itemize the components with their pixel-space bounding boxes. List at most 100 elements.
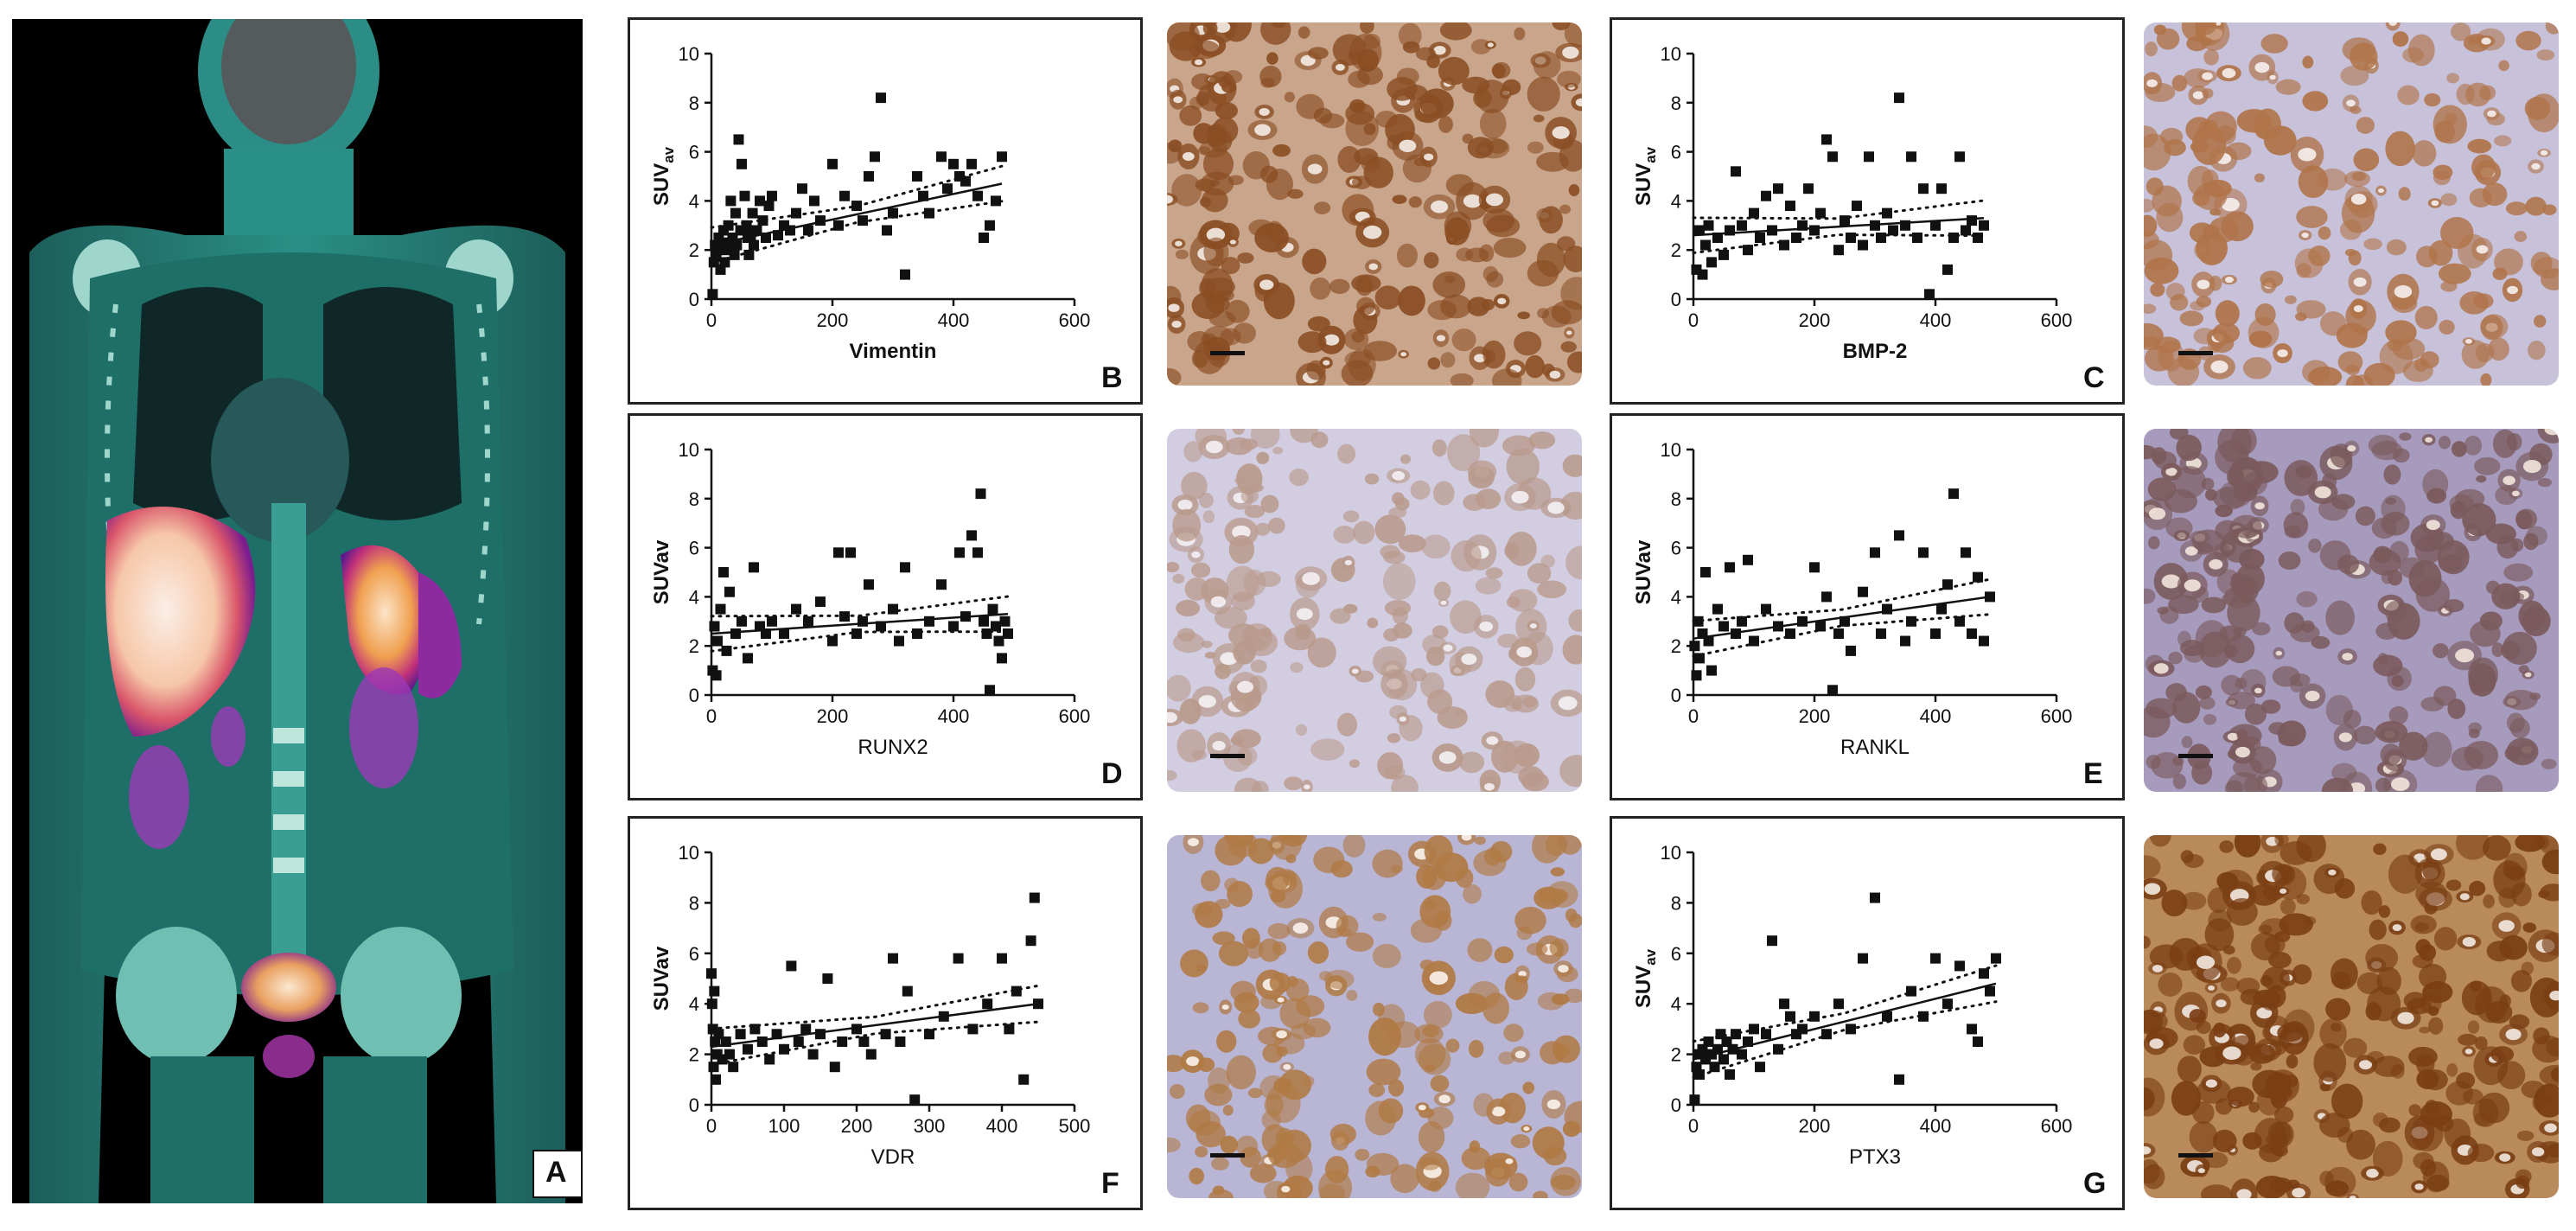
gland-lumen xyxy=(2394,285,2413,298)
stained-cell xyxy=(1563,246,1582,272)
stained-cell xyxy=(2422,1069,2448,1091)
stained-cell xyxy=(1337,443,1356,464)
stained-cell xyxy=(2207,887,2230,914)
gland-lumen xyxy=(1549,370,1561,380)
stained-cell xyxy=(2486,941,2513,962)
stained-cell xyxy=(1237,252,1254,264)
data-point xyxy=(1033,998,1043,1010)
stained-cell xyxy=(2438,436,2452,450)
data-point xyxy=(1985,985,1995,997)
gland-lumen xyxy=(2531,1147,2545,1157)
x-tick-label: 300 xyxy=(914,1115,946,1137)
stained-cell xyxy=(1362,341,1397,361)
stained-cell xyxy=(2202,87,2214,99)
stained-cell xyxy=(1463,494,1486,512)
data-point xyxy=(1979,635,1989,647)
x-tick-label: 400 xyxy=(1920,309,1952,331)
stained-cell xyxy=(2491,642,2504,657)
stained-cell xyxy=(1266,220,1285,242)
gland-lumen xyxy=(1547,501,1565,514)
gland-lumen xyxy=(2507,285,2518,295)
data-point xyxy=(1936,183,1947,195)
stained-cell xyxy=(1224,70,1243,84)
data-point xyxy=(1858,586,1868,597)
stained-cell xyxy=(1218,941,1249,966)
stained-cell xyxy=(2283,512,2309,539)
data-point xyxy=(876,621,886,632)
stained-cell xyxy=(1313,107,1333,124)
stained-cell xyxy=(2250,1062,2262,1071)
stained-cell xyxy=(2203,713,2217,725)
confidence-band-upper xyxy=(710,164,1004,229)
stained-cell xyxy=(1356,297,1375,316)
stained-cell xyxy=(1547,888,1568,904)
stained-cell xyxy=(2223,586,2254,609)
stained-cell xyxy=(2491,583,2521,609)
data-point xyxy=(1693,616,1704,627)
stained-cell xyxy=(1308,47,1329,60)
data-point xyxy=(791,207,801,219)
stained-cell xyxy=(2420,1101,2453,1127)
scale-bar xyxy=(1210,754,1245,758)
data-point xyxy=(736,158,747,169)
stained-cell xyxy=(1450,600,1482,635)
data-point xyxy=(736,616,747,627)
x-tick-label: 500 xyxy=(1059,1115,1091,1137)
confidence-band-lower xyxy=(710,200,1004,265)
stained-cell xyxy=(2209,208,2222,216)
stained-cell xyxy=(2455,835,2490,860)
stained-cell xyxy=(2350,105,2362,114)
stained-cell xyxy=(1302,248,1327,275)
gland-lumen xyxy=(2197,1168,2205,1174)
y-tick-label: 2 xyxy=(689,239,699,261)
stained-cell xyxy=(1195,964,1207,972)
stained-cell xyxy=(1169,1084,1185,1100)
stained-cell xyxy=(2469,880,2486,896)
gland-lumen xyxy=(1368,263,1378,271)
confidence-band-lower xyxy=(1692,1000,1998,1079)
confidence-band-lower xyxy=(710,1020,1040,1067)
stained-cell xyxy=(1378,1098,1404,1124)
data-point xyxy=(719,257,730,268)
gland-lumen xyxy=(1418,1104,1426,1111)
stained-cell xyxy=(1374,285,1401,310)
y-tick-label: 2 xyxy=(689,1044,699,1066)
stained-cell xyxy=(2426,1174,2450,1192)
gland-lumen xyxy=(1259,279,1274,290)
y-axis-label: SUVav xyxy=(1632,539,1655,604)
x-axis-label: RANKL xyxy=(1840,736,1910,759)
stained-cell xyxy=(2144,1010,2168,1033)
gland-lumen xyxy=(2464,1049,2473,1055)
x-tick-label: 0 xyxy=(1688,705,1699,727)
stained-cell xyxy=(1202,510,1215,524)
stained-cell xyxy=(2399,731,2428,761)
stained-cell xyxy=(2451,746,2484,771)
chart-vimentin: 0 2 4 6 8 10 0 200 400 600 Vimentin SUVav xyxy=(650,43,1090,363)
gland-lumen xyxy=(2487,110,2496,118)
stained-cell xyxy=(1364,473,1380,485)
data-point xyxy=(1706,257,1717,268)
data-point xyxy=(858,616,868,627)
gland-lumen xyxy=(2222,1046,2241,1060)
confidence-band-lower xyxy=(1692,613,1992,658)
data-point xyxy=(1973,1036,1983,1047)
gland-lumen xyxy=(1505,1158,1514,1164)
data-point xyxy=(803,225,813,236)
stained-cell xyxy=(1506,531,1537,566)
stained-cell xyxy=(2212,1129,2237,1152)
gland-lumen xyxy=(2277,349,2288,358)
gland-lumen xyxy=(1177,499,1193,511)
stained-cell xyxy=(2226,897,2258,926)
stained-cell xyxy=(2260,34,2288,54)
stained-cell xyxy=(2415,577,2451,612)
gland-lumen xyxy=(1438,1094,1451,1104)
stained-cell xyxy=(1433,581,1451,601)
stained-cell xyxy=(2200,37,2213,47)
gland-lumen xyxy=(2196,955,2216,969)
stained-cell xyxy=(1398,285,1425,316)
data-point xyxy=(756,1036,768,1047)
stained-cell xyxy=(2340,65,2369,86)
stained-cell xyxy=(2325,998,2351,1021)
data-point xyxy=(839,190,850,201)
data-point xyxy=(858,1036,870,1047)
